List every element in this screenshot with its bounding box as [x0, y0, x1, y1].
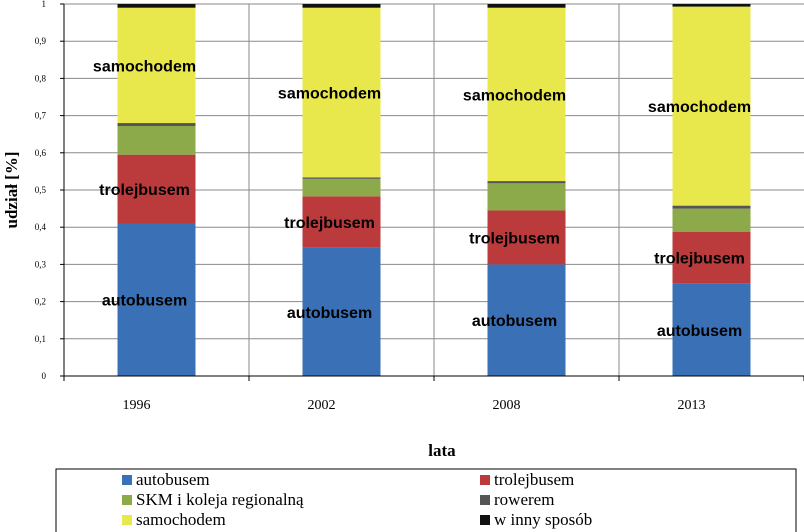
segment-label: samochodem	[278, 86, 381, 103]
legend-label: samochodem	[136, 510, 226, 529]
bar-segment-w-inny-sposób-1996	[117, 4, 196, 8]
y-tick-label: 0,2	[35, 297, 46, 307]
x-tick-label: 1996	[123, 398, 151, 413]
bar-segment-rowerem-1996	[117, 123, 196, 127]
bar-segment-samochodem-1996	[117, 7, 196, 124]
x-tick-label: 2008	[493, 398, 521, 413]
legend-swatch	[122, 515, 132, 525]
legend-swatch	[480, 515, 490, 525]
legend-label: w inny sposób	[494, 510, 592, 529]
bar-segment-trolejbusem-2008	[487, 210, 566, 265]
segment-label: autobusem	[102, 293, 187, 310]
bar-segment-autobusem-1996	[117, 223, 196, 376]
legend-label: rowerem	[494, 490, 554, 509]
legend-box	[55, 468, 797, 532]
x-tick-label: 2002	[308, 398, 336, 413]
segment-label: trolejbusem	[654, 251, 745, 268]
y-tick-label: 1	[42, 0, 47, 9]
bar-segment-skm-i-koleja-regionalną-2002	[302, 178, 381, 197]
y-tick-labels: 0 0,1 0,2 0,3 0,4 0,5 0,6 0,7 0,8 0,9 1	[35, 0, 47, 381]
bar-segment-skm-i-koleja-regionalną-2008	[487, 183, 566, 211]
legend-label: trolejbusem	[494, 470, 574, 489]
x-tick-label: 2013	[678, 398, 706, 413]
y-tick-label: 0,1	[35, 334, 46, 344]
bar-segment-autobusem-2002	[302, 247, 381, 376]
bar-segment-skm-i-koleja-regionalną-1996	[117, 126, 196, 155]
y-tick-label: 0,6	[35, 148, 47, 158]
bar-segment-skm-i-koleja-regionalną-2013	[672, 208, 751, 232]
y-tick-label: 0,4	[35, 222, 47, 232]
bar-segment-rowerem-2013	[672, 205, 751, 209]
legend-swatch	[122, 495, 132, 505]
x-tick-labels: 1996 2002 2008 2013	[123, 398, 706, 413]
legend-swatch	[480, 475, 490, 485]
bar-segment-w-inny-sposób-2013	[672, 4, 751, 7]
bar-segment-trolejbusem-2002	[302, 196, 381, 248]
bar-segment-rowerem-2008	[487, 181, 566, 184]
bar-segment-samochodem-2013	[672, 6, 751, 206]
y-tick-label: 0,5	[35, 185, 47, 195]
segment-label: autobusem	[657, 323, 742, 340]
legend-label: autobusem	[136, 470, 210, 489]
y-tick-label: 0,8	[35, 73, 47, 83]
axes	[60, 3, 804, 381]
legend-label: SKM i koleja regionalną	[136, 490, 304, 509]
bar-segment-rowerem-2002	[302, 177, 381, 179]
segment-label: autobusem	[472, 313, 557, 330]
bar-segment-samochodem-2002	[302, 7, 381, 178]
segment-label: samochodem	[648, 99, 751, 116]
bar-segment-w-inny-sposób-2002	[302, 4, 381, 8]
x-axis-label: lata	[428, 441, 456, 460]
bar-segment-autobusem-2008	[487, 264, 566, 376]
y-tick-label: 0	[42, 371, 47, 381]
bar-segment-w-inny-sposób-2008	[487, 4, 566, 8]
legend-swatch	[122, 475, 132, 485]
bar-segment-trolejbusem-2013	[672, 231, 751, 284]
bars: autobusem trolejbusem samochodem autobusem t…	[93, 4, 751, 376]
y-tick-label: 0,3	[35, 259, 47, 269]
segment-label: samochodem	[93, 58, 196, 75]
y-tick-label: 0,9	[35, 36, 47, 46]
segment-label: autobusem	[287, 305, 372, 322]
segment-label: samochodem	[463, 87, 566, 104]
segment-label: trolejbusem	[284, 215, 375, 232]
segment-label: trolejbusem	[99, 182, 190, 199]
y-tick-label: 0,7	[35, 111, 47, 121]
bar-segment-autobusem-2013	[672, 283, 751, 376]
legend: autobusem trolejbusem SKM i koleja regiona…	[55, 468, 797, 532]
segment-label: trolejbusem	[469, 230, 560, 247]
bar-segment-trolejbusem-1996	[117, 154, 196, 224]
bar-segment-samochodem-2008	[487, 7, 566, 182]
y-axis-label: udział [%]	[2, 152, 21, 229]
legend-swatch	[480, 495, 490, 505]
